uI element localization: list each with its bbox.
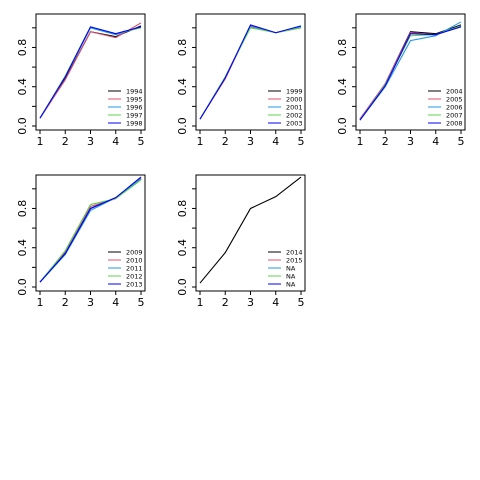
series-line-2013 bbox=[39, 176, 142, 283]
y-tick-label: 0.0 bbox=[16, 117, 29, 135]
x-tick-label: 4 bbox=[112, 135, 119, 148]
series-line-2014 bbox=[199, 176, 302, 284]
legend-label: 2014 bbox=[286, 248, 303, 256]
x-tick-label: 1 bbox=[197, 296, 204, 309]
x-tick-label: 1 bbox=[37, 296, 44, 309]
y-tick-label: 0.4 bbox=[16, 239, 29, 257]
legend-label: 2003 bbox=[286, 119, 303, 127]
legend-label: 2012 bbox=[126, 272, 143, 280]
legend-label: NA bbox=[286, 272, 296, 280]
series-line-1998 bbox=[39, 26, 142, 119]
x-tick-label: 5 bbox=[298, 135, 305, 148]
y-tick-label: 0.4 bbox=[176, 239, 189, 257]
x-tick-label: 5 bbox=[138, 135, 145, 148]
y-tick-label: 0.8 bbox=[16, 39, 29, 57]
legend-label: 2010 bbox=[126, 256, 143, 264]
x-tick-label: 4 bbox=[272, 135, 279, 148]
x-tick-label: 3 bbox=[247, 135, 254, 148]
x-tick-label: 2 bbox=[222, 296, 229, 309]
legend-label: 2015 bbox=[286, 256, 303, 264]
y-tick-label: 0.0 bbox=[16, 278, 29, 296]
x-tick-label: 3 bbox=[87, 135, 94, 148]
x-tick-label: 2 bbox=[62, 135, 69, 148]
legend-label: 2005 bbox=[446, 95, 463, 103]
legend-label: 1998 bbox=[126, 119, 143, 127]
legend-label: 2011 bbox=[126, 264, 143, 272]
legend-label: 2002 bbox=[286, 111, 303, 119]
series-line-2003 bbox=[199, 24, 302, 120]
y-tick-label: 0.4 bbox=[16, 78, 29, 96]
y-tick-label: 0.8 bbox=[176, 39, 189, 57]
legend-label: 2013 bbox=[126, 280, 143, 288]
legend-label: 1995 bbox=[126, 95, 143, 103]
x-tick-label: 4 bbox=[432, 135, 439, 148]
y-tick-label: 0.8 bbox=[336, 39, 349, 57]
x-tick-label: 2 bbox=[62, 296, 69, 309]
legend-label: 2004 bbox=[446, 87, 463, 95]
legend-label: NA bbox=[286, 264, 296, 272]
x-tick-label: 3 bbox=[247, 296, 254, 309]
legend-label: 2009 bbox=[126, 248, 143, 256]
y-tick-label: 0.4 bbox=[176, 78, 189, 96]
y-tick-label: 0.0 bbox=[176, 117, 189, 135]
x-tick-label: 5 bbox=[458, 135, 465, 148]
y-tick-label: 0.8 bbox=[16, 200, 29, 218]
x-tick-label: 3 bbox=[87, 296, 94, 309]
x-tick-label: 3 bbox=[407, 135, 414, 148]
legend-label: NA bbox=[286, 280, 296, 288]
series-line-2008 bbox=[359, 26, 462, 121]
series-line-1995 bbox=[39, 22, 142, 119]
legend-label: 2008 bbox=[446, 119, 463, 127]
legend-label: 2001 bbox=[286, 103, 303, 111]
y-tick-label: 0.4 bbox=[336, 78, 349, 96]
legend-label: 1996 bbox=[126, 103, 143, 111]
legend-label: 1994 bbox=[126, 87, 143, 95]
x-tick-label: 5 bbox=[298, 296, 305, 309]
legend-label: 1999 bbox=[286, 87, 303, 95]
legend-label: 1997 bbox=[126, 111, 143, 119]
x-tick-label: 4 bbox=[112, 296, 119, 309]
legend-label: 2006 bbox=[446, 103, 463, 111]
x-tick-label: 4 bbox=[272, 296, 279, 309]
x-tick-label: 1 bbox=[197, 135, 204, 148]
x-tick-label: 1 bbox=[37, 135, 44, 148]
legend-label: 2000 bbox=[286, 95, 303, 103]
x-tick-label: 1 bbox=[357, 135, 364, 148]
y-tick-label: 0.0 bbox=[336, 117, 349, 135]
x-tick-label: 2 bbox=[222, 135, 229, 148]
x-tick-label: 5 bbox=[138, 296, 145, 309]
legend-label: 2007 bbox=[446, 111, 463, 119]
series-line-2012 bbox=[39, 179, 142, 283]
x-tick-label: 2 bbox=[382, 135, 389, 148]
y-tick-label: 0.8 bbox=[176, 200, 189, 218]
y-tick-label: 0.0 bbox=[176, 278, 189, 296]
